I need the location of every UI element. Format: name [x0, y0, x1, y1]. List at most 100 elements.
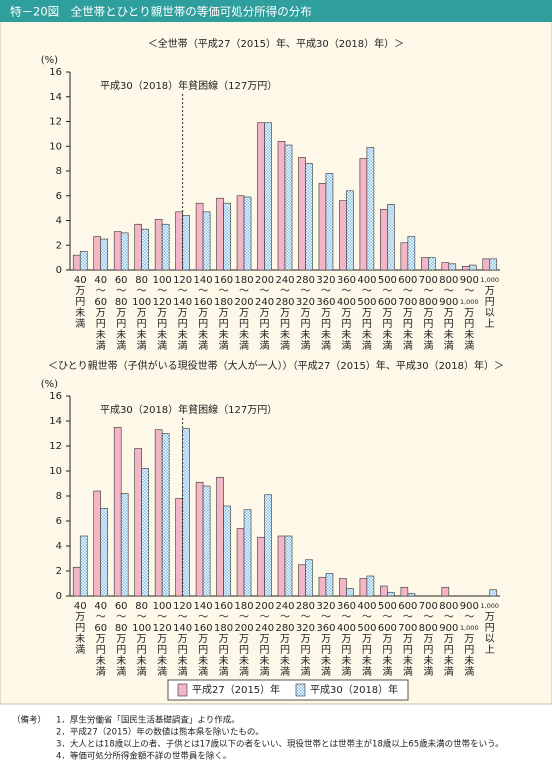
- x-tick-label: 160 ～ 180 万円未満: [214, 275, 233, 352]
- bar: [325, 173, 334, 271]
- bar: [154, 218, 163, 271]
- x-tick-label: 320 ～ 360 万円未満: [316, 275, 335, 352]
- x-tick-label: 280 ～ 320 万円未満: [296, 601, 315, 678]
- bar: [387, 204, 395, 271]
- bar: [182, 428, 190, 597]
- y-tick-label: 12: [49, 441, 62, 452]
- y-tick-label: 8: [56, 166, 62, 177]
- x-tick-label: 360 ～ 400 万円未満: [337, 601, 356, 678]
- x-tick-label: 200 ～ 240 万円未満: [255, 601, 274, 678]
- bar: [216, 197, 224, 271]
- bar: [154, 429, 163, 597]
- bar: [284, 535, 293, 597]
- y-tick-label: 6: [56, 191, 62, 202]
- y-tick-label: 8: [56, 491, 62, 502]
- bar: [305, 559, 313, 597]
- bar: [72, 254, 81, 271]
- bar: [264, 122, 272, 271]
- y-tick-label: 10: [49, 466, 62, 477]
- bar: [202, 485, 211, 597]
- bar: [407, 236, 416, 271]
- bar: [134, 223, 142, 271]
- bar: [236, 195, 245, 271]
- x-tick-label: 120 ～ 140 万円未満: [173, 601, 192, 678]
- y-tick-label: 4: [56, 541, 62, 552]
- x-tick-label: 900 ～ 1,000 万円未満: [460, 601, 479, 678]
- bar: [380, 585, 388, 597]
- bar: [407, 593, 416, 597]
- x-tick-label: 140 ～ 160 万円未満: [194, 275, 213, 352]
- note: 2．平成27（2015）年の数値は熊本県を除いたもの。: [56, 727, 264, 738]
- bar: [195, 481, 204, 597]
- legend-swatch: [177, 683, 188, 697]
- bar: [359, 578, 368, 597]
- y-tick-label: 16: [49, 67, 62, 78]
- x-tick-label: 140 ～ 160 万円未満: [194, 601, 213, 678]
- x-tick-label: 240 ～ 280 万円未満: [275, 275, 294, 352]
- bar: [79, 535, 88, 597]
- legend-swatch: [295, 683, 306, 697]
- panel-bg: [0, 0, 552, 705]
- note: 1．厚生労働省「国民生活基礎調査」より作成。: [56, 715, 240, 726]
- x-tick-label: 700 ～ 800 万円未満: [419, 601, 438, 678]
- y-tick-label: 10: [49, 141, 62, 152]
- bar: [236, 528, 245, 597]
- bar: [400, 586, 409, 597]
- bar: [141, 228, 149, 271]
- x-tick-label: 80 ～ 100 万円未満: [132, 275, 151, 352]
- bar: [318, 576, 327, 597]
- x-tick-label: 100 ～ 120 万円未満: [153, 275, 172, 352]
- x-tick-label: 500 ～ 600 万円未満: [378, 601, 397, 678]
- x-tick-label: 40 万円未満: [74, 275, 87, 330]
- note: 3．大人とは18歳以上の者、子供とは17歳以下の者をいい、現役世帯とは世帯主が1…: [56, 739, 504, 750]
- bar: [72, 566, 81, 597]
- bar: [243, 509, 252, 597]
- x-tick-label: 40 ～ 60 万円未満: [94, 601, 107, 678]
- bar: [264, 494, 272, 597]
- bar: [441, 586, 450, 597]
- bar: [366, 575, 375, 597]
- bar: [284, 144, 293, 271]
- y-axis-label: (%): [41, 379, 58, 390]
- legend-label: 平成27（2015）年: [192, 683, 280, 696]
- bar: [223, 202, 231, 271]
- bar: [298, 564, 306, 597]
- x-tick-label: 180 ～ 200 万円未満: [235, 601, 254, 678]
- x-tick-label: 500 ～ 600 万円未満: [378, 275, 397, 352]
- y-tick-label: 6: [56, 516, 62, 527]
- bar: [346, 588, 354, 597]
- x-tick-label: 60 ～ 80 万円未満: [115, 601, 128, 678]
- x-tick-label: 320 ～ 360 万円未満: [316, 601, 335, 678]
- x-tick-label: 800 ～ 900 万円未満: [439, 275, 458, 352]
- bar: [277, 141, 286, 271]
- bar: [400, 242, 409, 271]
- bar: [100, 238, 109, 271]
- bar: [175, 498, 183, 597]
- bar: [359, 158, 368, 271]
- x-tick-label: 60 ～ 80 万円未満: [115, 275, 128, 352]
- bar: [161, 433, 170, 597]
- x-tick-label: 160 ～ 180 万円未満: [214, 601, 233, 678]
- bar: [468, 264, 477, 271]
- x-tick-label: 180 ～ 200 万円未満: [235, 275, 254, 352]
- bar: [202, 211, 211, 271]
- bar: [489, 258, 498, 271]
- y-axis-label: (%): [41, 55, 58, 66]
- legend-label: 平成30（2018）年: [310, 683, 398, 696]
- x-tick-label: 40 ～ 60 万円未満: [94, 275, 107, 352]
- bar: [298, 157, 306, 271]
- bar: [318, 183, 327, 271]
- bar: [346, 190, 354, 271]
- x-tick-label: 100 ～ 120 万円未満: [153, 601, 172, 678]
- x-tick-label: 200 ～ 240 万円未満: [255, 275, 274, 352]
- bar: [93, 236, 102, 271]
- bar: [441, 262, 450, 271]
- bar: [79, 251, 88, 271]
- bar: [223, 505, 231, 597]
- header-bar: [0, 0, 552, 22]
- x-tick-label: 240 ～ 280 万円未満: [275, 601, 294, 678]
- bar: [339, 200, 347, 271]
- y-tick-label: 14: [49, 416, 62, 427]
- bar: [366, 147, 375, 271]
